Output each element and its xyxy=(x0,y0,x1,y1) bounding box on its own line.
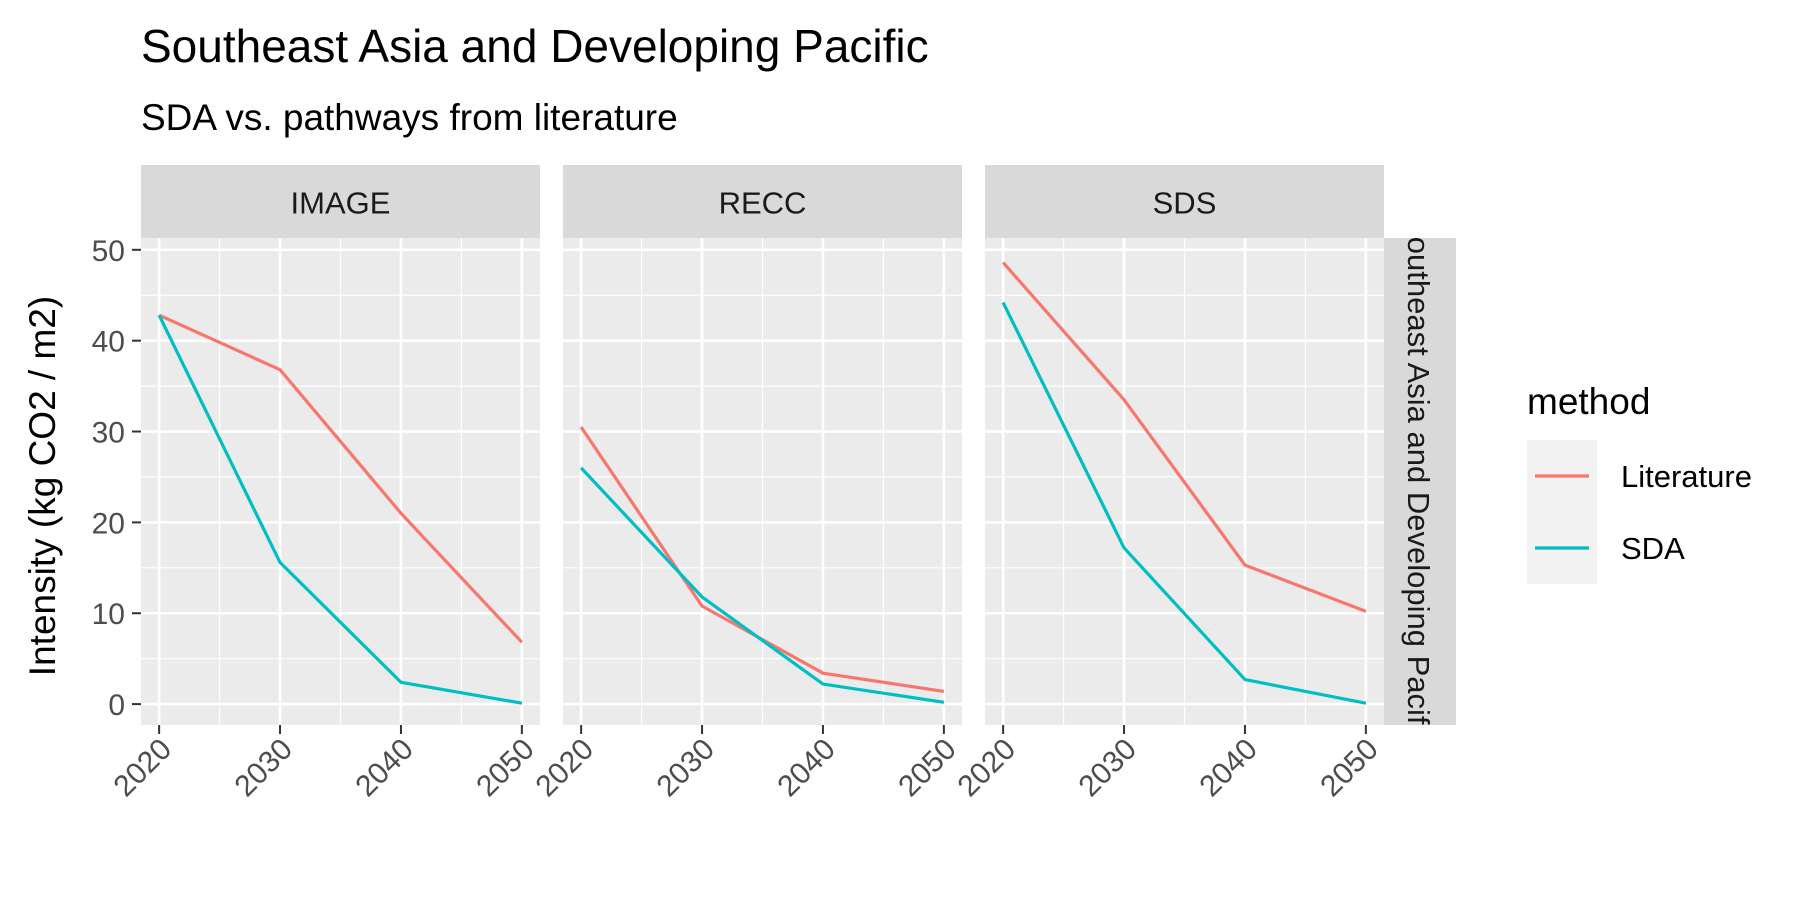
legend-entry-label: SDA xyxy=(1621,531,1685,566)
series-line-sda xyxy=(157,314,523,705)
row-strip xyxy=(1384,238,1456,725)
facet-label: RECC xyxy=(719,186,807,221)
facet-label: IMAGE xyxy=(291,186,391,221)
x-tick-label: 2020 xyxy=(108,733,179,804)
x-tick-label: 2030 xyxy=(228,733,299,804)
x-tick-label: 2050 xyxy=(470,733,541,804)
x-tick-label: 2020 xyxy=(952,733,1023,804)
y-tick-label: 30 xyxy=(92,417,125,450)
legend: Literature SDA xyxy=(1527,440,1752,584)
row-strip-text-group: Southeast Asia and Developing Pacific xyxy=(1401,216,1436,747)
facet-strip xyxy=(563,165,962,238)
y-tick-label: 10 xyxy=(92,598,125,631)
y-tick-label: 50 xyxy=(92,235,125,268)
facet-panels: IMAGE 2020 2030 2040 2050 RECC 2020 2030 2040 205… xyxy=(108,165,1385,803)
y-tick-label: 0 xyxy=(108,689,125,722)
x-tick-label: 2040 xyxy=(771,733,842,804)
row-strip-label: Southeast Asia and Developing Pacific xyxy=(1401,216,1436,747)
x-tick-label: 2050 xyxy=(1314,733,1385,804)
x-tick-label: 2040 xyxy=(349,733,420,804)
legend-entry: Literature xyxy=(1527,440,1752,512)
series-line-literature xyxy=(1001,261,1367,613)
y-axis-label: Intensity (kg CO2 / m2) xyxy=(22,296,63,676)
x-tick-label: 2030 xyxy=(650,733,721,804)
x-tick-label: 2020 xyxy=(530,733,601,804)
y-tick-label: 40 xyxy=(92,326,125,359)
y-tick-label: 20 xyxy=(92,507,125,540)
series-line-sda xyxy=(579,466,945,704)
chart-subtitle: SDA vs. pathways from literature xyxy=(141,97,678,138)
x-tick-label: 2030 xyxy=(1072,733,1143,804)
chart-title: Southeast Asia and Developing Pacific xyxy=(141,20,929,72)
x-tick-label: 2040 xyxy=(1193,733,1264,804)
facet-panel: SDS 2020 2030 2040 2050 xyxy=(952,165,1385,803)
legend-title: method xyxy=(1527,381,1650,422)
facet-panel: IMAGE 2020 2030 2040 2050 xyxy=(108,165,541,803)
series-line-sda xyxy=(1001,301,1367,705)
facet-strip xyxy=(141,165,540,238)
x-tick-label: 2050 xyxy=(892,733,963,804)
facet-label: SDS xyxy=(1153,186,1217,221)
facet-panel: RECC 2020 2030 2040 2050 xyxy=(530,165,963,803)
legend-entry: SDA xyxy=(1527,512,1685,584)
facet-strip xyxy=(985,165,1384,238)
series-line-literature xyxy=(158,313,524,644)
legend-entry-label: Literature xyxy=(1621,459,1752,494)
